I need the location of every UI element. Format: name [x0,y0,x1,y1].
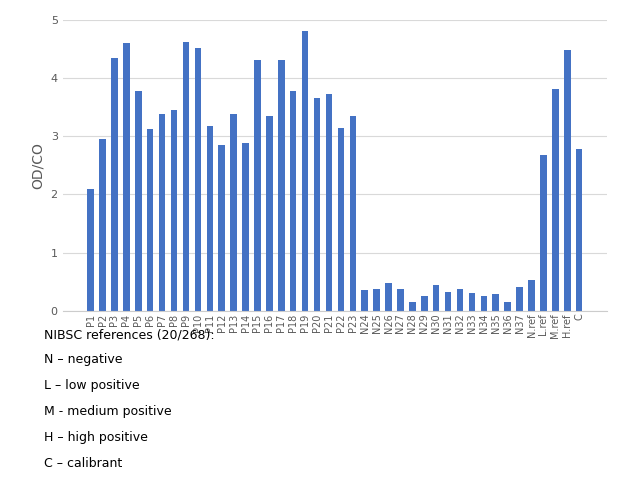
Bar [576,149,582,311]
Bar [290,91,297,311]
Bar [516,288,523,311]
Bar [505,303,511,311]
Bar [314,99,321,311]
Bar [111,58,118,311]
Bar [123,43,130,311]
Bar [373,289,380,311]
Bar [409,303,416,311]
Bar [445,292,451,311]
Bar [528,281,535,311]
Text: L – low positive: L – low positive [44,379,140,392]
Bar [218,145,225,311]
Bar [469,293,475,311]
Bar [159,114,165,311]
Bar [361,290,368,311]
Bar [481,296,487,311]
Bar [230,114,237,311]
Bar [242,143,249,311]
Bar [171,110,177,311]
Bar [135,91,141,311]
Bar [183,42,189,311]
Bar [397,289,404,311]
Bar [433,285,439,311]
Bar [266,116,273,311]
Bar [540,155,546,311]
Bar [385,283,392,311]
Bar [302,31,309,311]
Bar [457,289,463,311]
Bar [337,128,344,311]
Bar [552,89,558,311]
Bar [493,295,499,311]
Bar [349,116,356,311]
Text: H – high positive: H – high positive [44,431,148,444]
Y-axis label: OD/CO: OD/CO [31,142,45,189]
Bar [421,296,428,311]
Bar [564,50,570,311]
Text: C – calibrant: C – calibrant [44,457,122,470]
Bar [326,94,332,311]
Bar [254,60,261,311]
Bar [147,129,153,311]
Bar [207,126,213,311]
Bar [100,139,106,311]
Text: M - medium positive: M - medium positive [44,405,172,418]
Bar [88,188,94,311]
Bar [278,60,285,311]
Text: N – negative: N – negative [44,353,122,366]
Bar [195,48,201,311]
Text: NIBSC references (20/268):: NIBSC references (20/268): [44,328,215,341]
